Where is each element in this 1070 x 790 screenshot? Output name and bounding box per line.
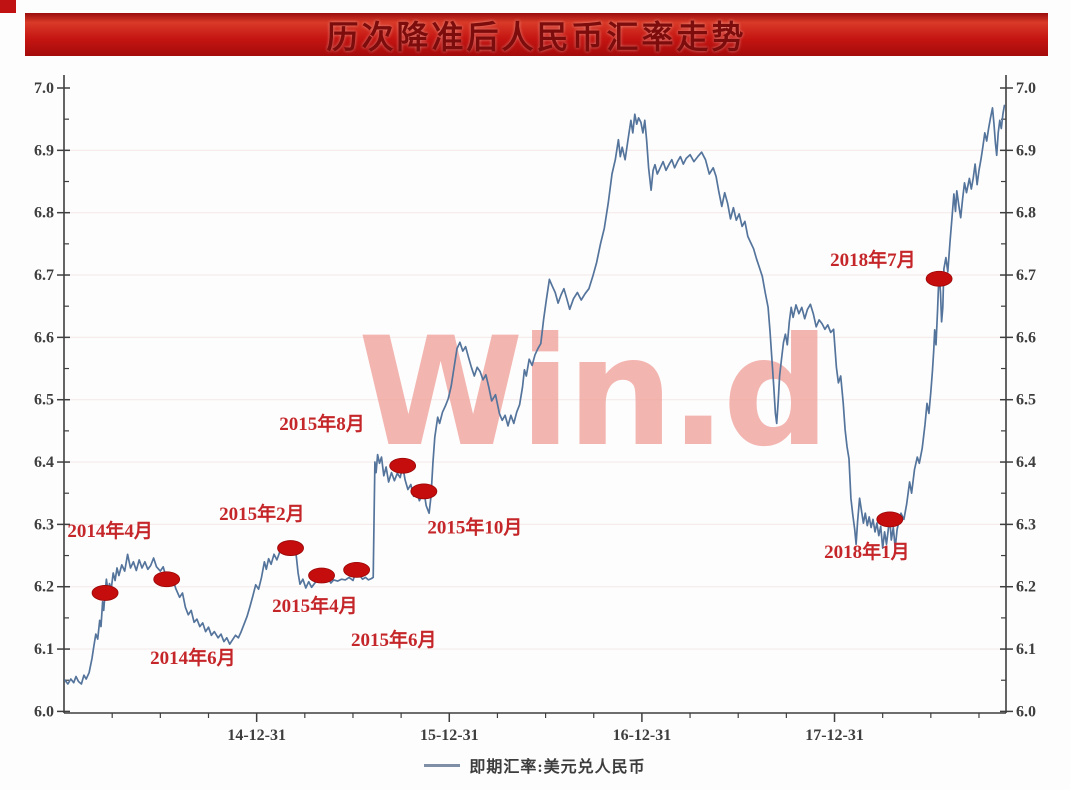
y-tick-label-right: 6.8 [1016,205,1036,222]
y-tick-label-right: 6.4 [1016,454,1036,471]
y-tick-label-left: 6.5 [34,392,54,409]
y-tick-label-right: 6.3 [1016,516,1036,533]
y-tick-label-right: 6.1 [1016,641,1036,658]
y-tick-label-left: 6.6 [34,329,54,346]
y-tick-label-right: 6.5 [1016,392,1036,409]
rrr-cut-marker [277,540,304,556]
x-tick-label: 15-12-31 [420,727,479,744]
y-tick-label-left: 6.8 [34,205,54,222]
rrr-cut-annotation: 2015年8月 [279,412,365,435]
y-tick-label-left: 6.7 [34,267,54,284]
exchange-rate-chart: Win.d 6.0 6.0 6.1 6.1 6.2 6.2 6.3 6.3 6.4 6.4 6.5 6.… [34,75,1036,744]
rrr-cut-marker [876,511,904,528]
page-title: 历次降准后人民币汇率走势 [326,18,747,55]
y-tick-label-right: 6.9 [1016,142,1036,159]
watermark: Win.d [358,306,826,480]
legend: 即期汇率:美元兑人民币 [0,753,1070,777]
rrr-cut-marker [389,457,417,474]
rrr-cut-annotation: 2015年4月 [272,594,358,617]
y-tick-label-right: 6.7 [1016,267,1036,284]
rrr-cut-annotation: 2018年7月 [830,248,916,271]
y-tick-label-left: 6.2 [34,579,54,596]
y-tick-label-left: 6.4 [34,454,54,471]
rrr-cut-annotation: 2014年6月 [150,646,236,669]
y-tick-label-right: 6.6 [1016,329,1036,346]
y-tick-label-right: 6.0 [1016,703,1036,720]
rrr-cut-marker [410,483,438,500]
rrr-cut-marker [308,567,335,584]
rrr-cut-annotation: 2015年2月 [219,502,305,525]
legend-line-swatch [424,763,461,767]
rrr-cut-marker [91,585,119,601]
rrr-cut-marker [343,561,371,578]
rrr-cut-marker [153,571,181,588]
chart-area: Win.d 6.0 6.0 6.1 6.1 6.2 6.2 6.3 6.3 6.4 6.4 6.5 6.… [0,56,1070,790]
corner-mark [0,0,16,13]
x-tick-label: 17-12-31 [805,727,864,744]
x-tick-label: 16-12-31 [613,727,672,744]
y-tick-label-right: 7.0 [1016,80,1036,97]
rrr-cut-annotation: 2015年6月 [351,628,437,651]
rrr-cut-marker [925,270,953,287]
y-tick-label-left: 6.3 [34,516,54,533]
y-tick-label-left: 6.9 [34,142,54,159]
rrr-cut-annotation: 2018年1月 [824,540,910,563]
y-tick-label-left: 7.0 [34,80,54,97]
y-tick-label-left: 6.1 [34,641,54,658]
x-tick-label: 14-12-31 [227,727,286,744]
title-banner: 历次降准后人民币汇率走势 [25,13,1048,56]
rrr-cut-annotation: 2015年10月 [427,515,522,538]
y-tick-label-right: 6.2 [1016,579,1036,596]
y-tick-label-left: 6.0 [34,703,54,720]
rrr-cut-annotation: 2014年4月 [67,519,153,542]
legend-label: 即期汇率:美元兑人民币 [469,759,646,776]
